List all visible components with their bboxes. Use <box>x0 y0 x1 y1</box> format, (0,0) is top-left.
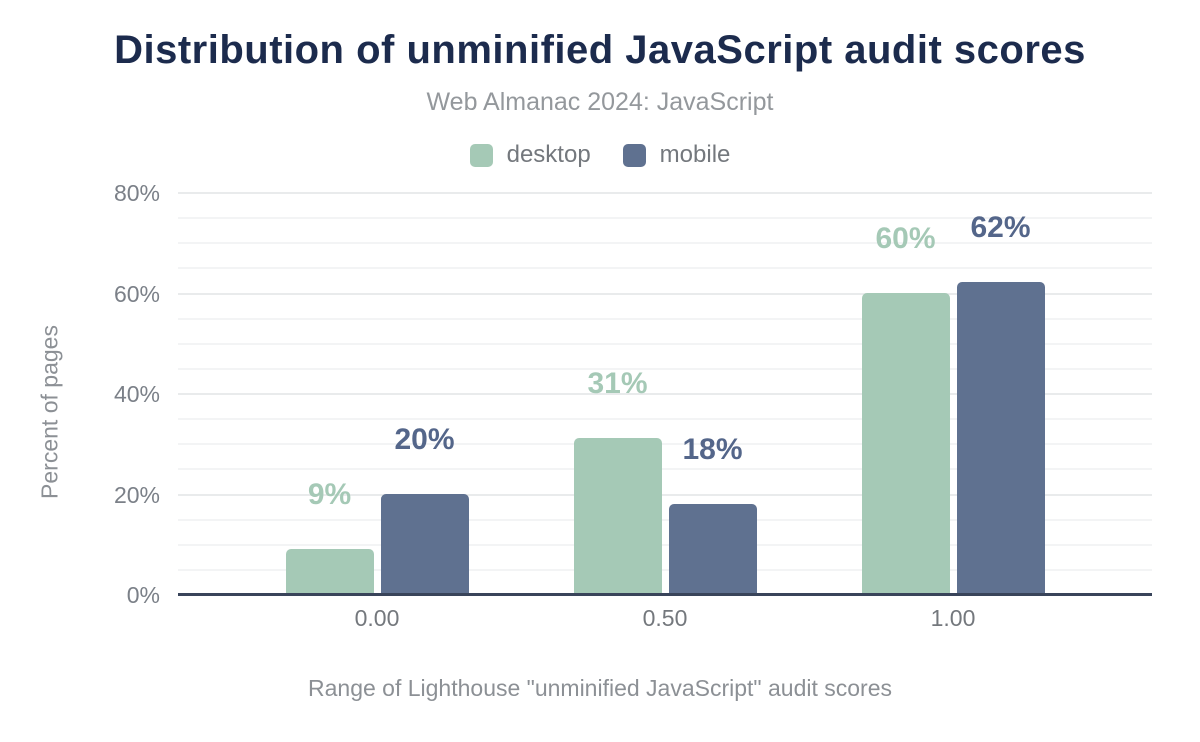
value-label-desktop-0.50: 31% <box>587 367 648 401</box>
y-tick-label: 80% <box>113 180 160 206</box>
minor-gridline <box>178 568 1152 571</box>
value-label-desktop-1.00: 60% <box>875 221 936 255</box>
major-gridline <box>178 393 1152 395</box>
x-tick-label: 0.50 <box>642 605 688 631</box>
x-tick-label: 0.00 <box>354 605 400 631</box>
x-tick-label: 1.00 <box>930 605 976 631</box>
minor-gridline <box>178 468 1152 471</box>
legend-label-mobile: mobile <box>659 141 731 168</box>
chart-subtitle: Web Almanac 2024: JavaScript <box>426 88 774 116</box>
value-label-mobile-1.00: 62% <box>970 211 1031 245</box>
legend-item-desktop: desktop <box>469 141 591 169</box>
value-label-mobile-0.00: 20% <box>394 422 455 456</box>
value-label-mobile-0.50: 18% <box>682 432 743 466</box>
chart-title: Distribution of unminified JavaScript au… <box>114 28 1086 72</box>
bar-mobile-0.50 <box>668 503 757 594</box>
value-label-desktop-0.00: 9% <box>307 477 352 511</box>
y-tick-label: 20% <box>113 481 160 508</box>
y-tick-label: 0% <box>126 582 160 608</box>
major-gridline <box>178 493 1152 496</box>
x-axis-title: Range of Lighthouse "unminified JavaScri… <box>308 675 892 701</box>
y-tick-label: 40% <box>113 381 160 407</box>
bar-desktop-0.50 <box>573 438 662 594</box>
plot-area: 0% 20% 40% 60% 80% 0.00 9% 20% 0.50 31% 18% 1.00 60%… <box>114 180 1152 631</box>
minor-gridline <box>178 242 1152 245</box>
minor-gridline <box>178 367 1152 370</box>
legend-swatch-mobile <box>622 143 646 167</box>
major-gridline <box>178 192 1152 194</box>
minor-gridline <box>178 342 1152 345</box>
legend: desktop mobile <box>0 141 1200 169</box>
minor-gridline <box>178 443 1152 446</box>
legend-label-desktop: desktop <box>506 141 591 168</box>
legend-item-mobile: mobile <box>622 141 731 169</box>
bar-desktop-1.00 <box>861 292 950 594</box>
minor-gridline <box>178 518 1152 521</box>
minor-gridline <box>178 317 1152 320</box>
major-gridline <box>178 292 1152 295</box>
y-axis-title: Percent of pages <box>36 325 63 499</box>
minor-gridline <box>178 217 1152 220</box>
minor-gridline <box>178 267 1152 270</box>
minor-gridline <box>178 543 1152 546</box>
y-tick-label: 60% <box>113 280 160 307</box>
legend-swatch-desktop <box>469 143 493 167</box>
x-axis-baseline <box>178 593 1152 596</box>
bar-mobile-1.00 <box>956 282 1045 594</box>
minor-gridline <box>178 418 1152 421</box>
bar-desktop-0.00 <box>285 548 374 594</box>
bar-mobile-0.00 <box>380 493 469 594</box>
